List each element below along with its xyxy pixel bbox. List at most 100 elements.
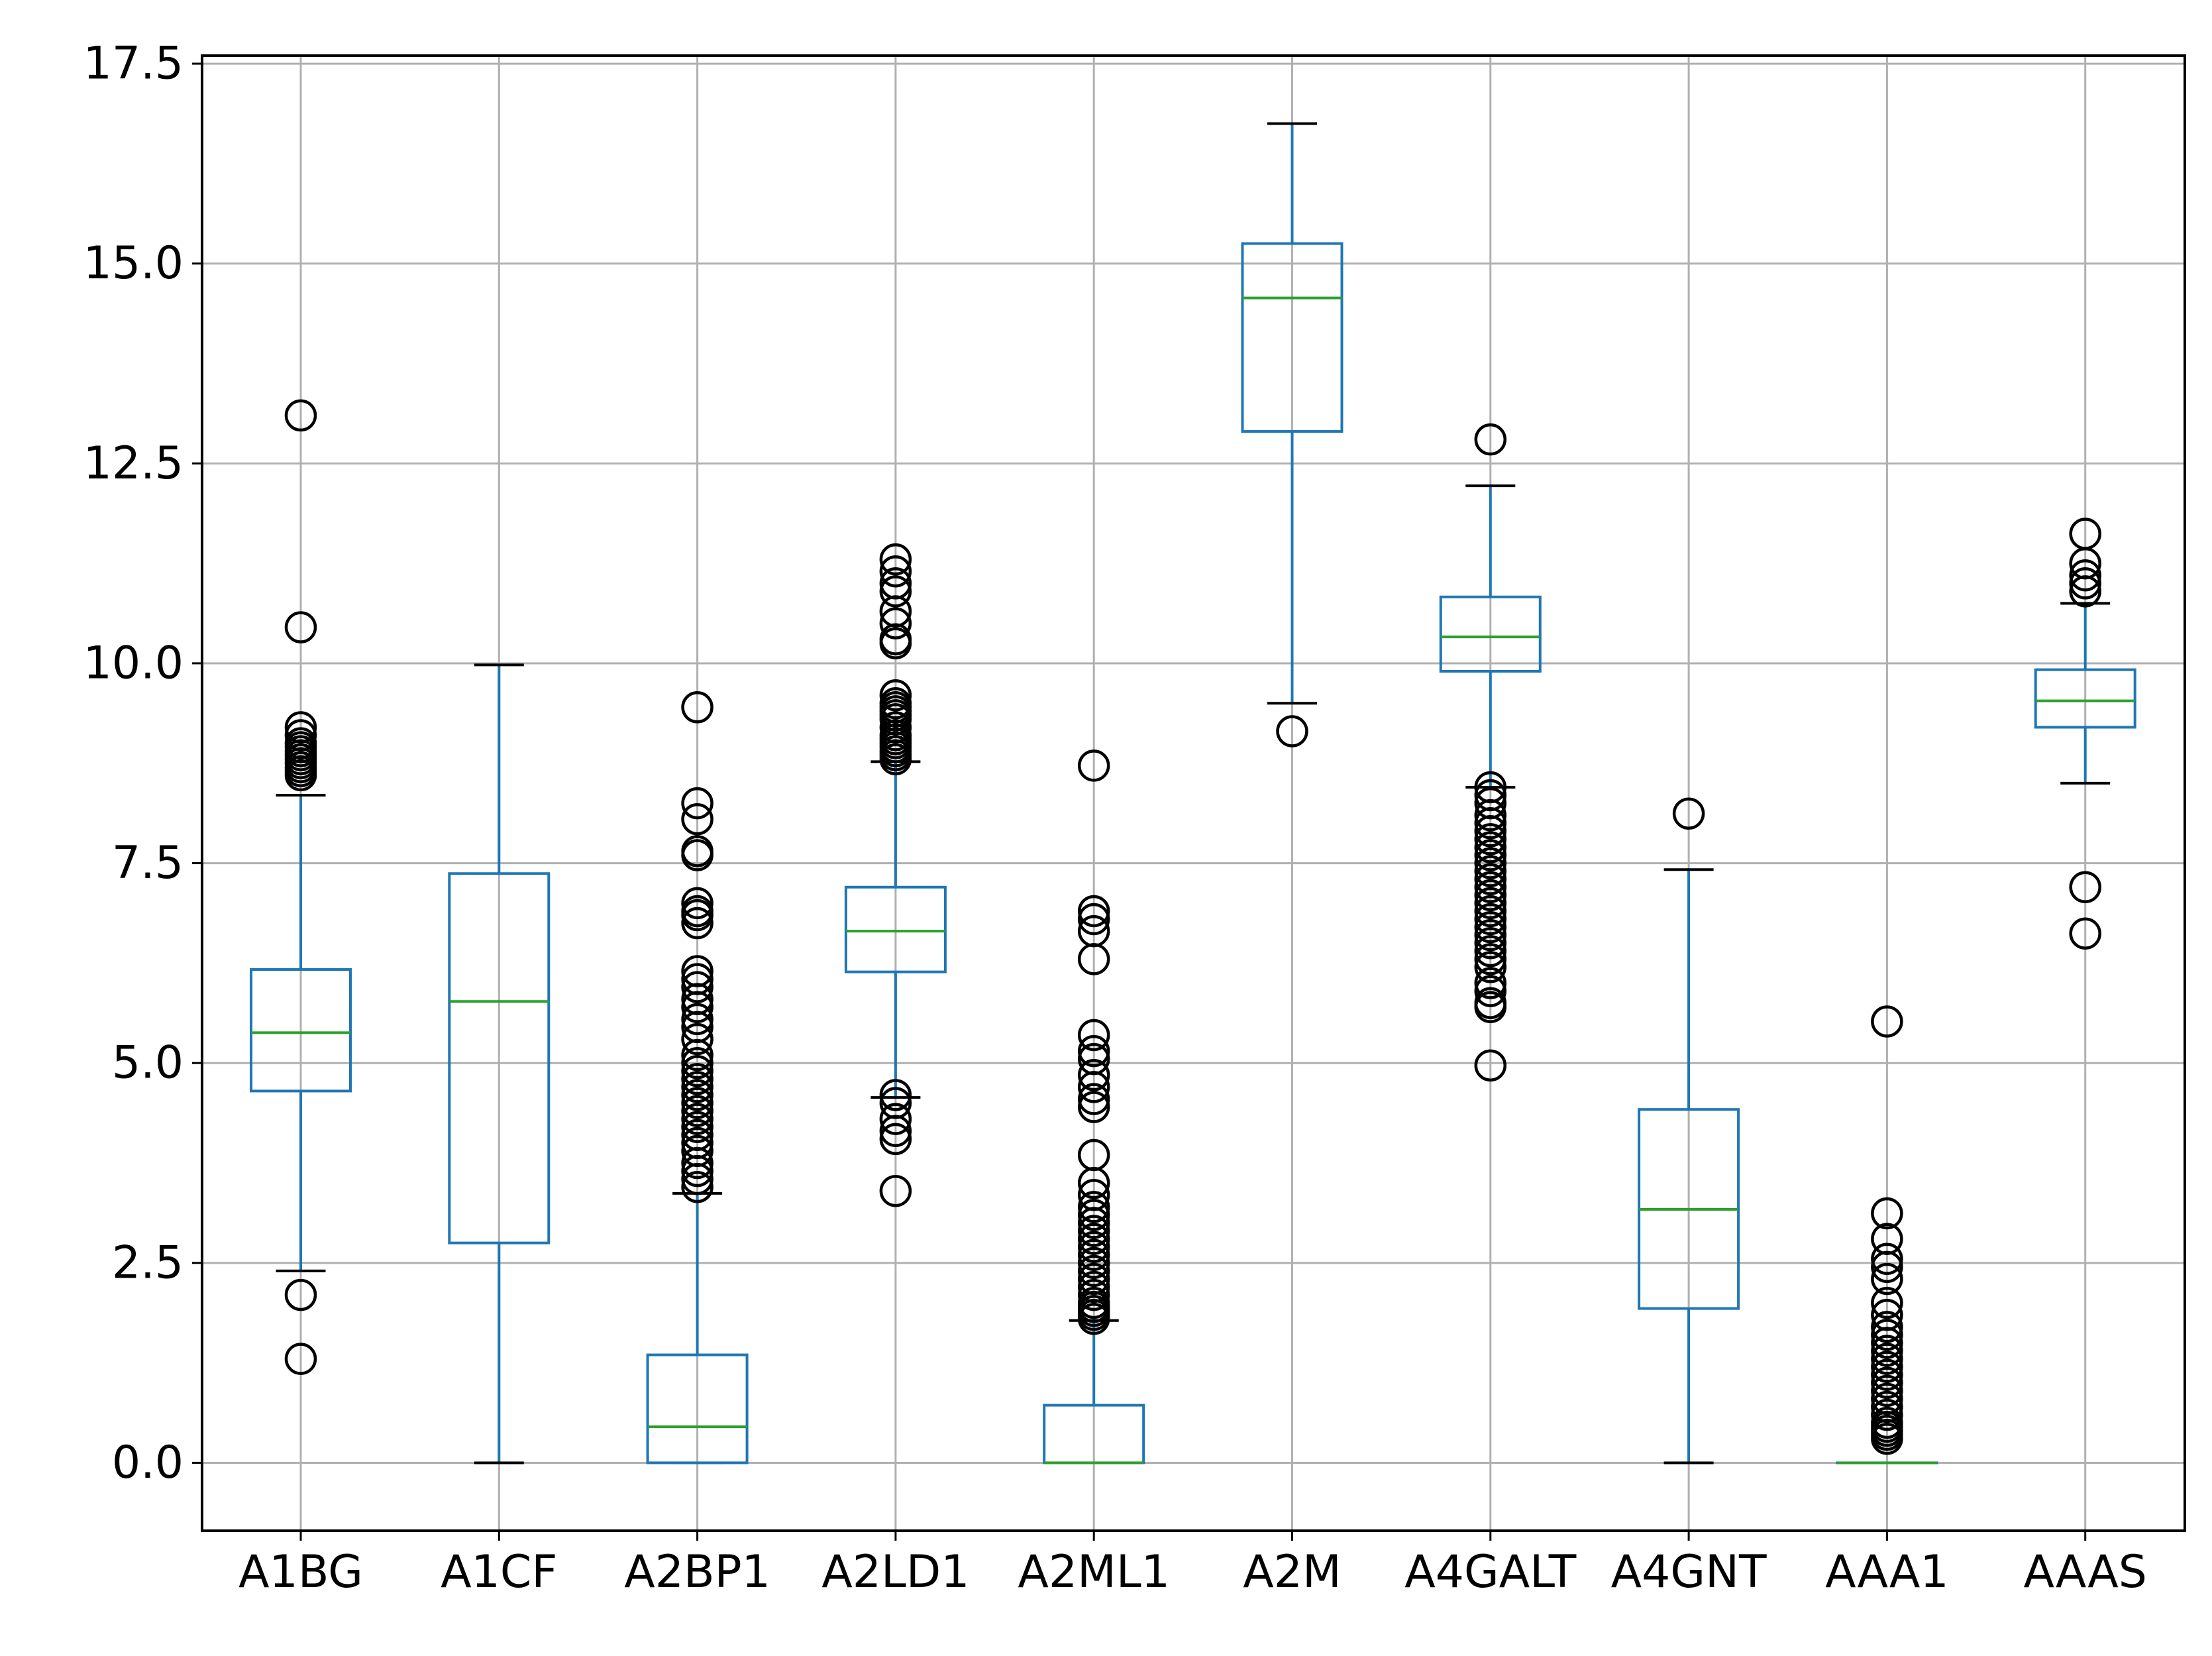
box-a1bg (250, 794, 352, 1272)
outlier-point (1871, 1374, 1903, 1408)
outlier-point (1276, 715, 1308, 747)
outlier-point (1871, 1197, 1903, 1230)
iqr-box (250, 968, 352, 1093)
outlier-point (681, 899, 713, 932)
outlier-point (1474, 967, 1507, 999)
box-series (250, 122, 2136, 1464)
axes: 0.0 2.5 5.0 7.5 10.0 12.5 15.0 17.5 A1BG A1CF A2BP… (83, 38, 2147, 1598)
x-tick-label: AAA1 (1825, 1546, 1949, 1598)
outlier-point (1474, 926, 1507, 960)
outlier-point (1077, 1083, 1110, 1115)
box-aaas (2034, 602, 2136, 785)
outlier-point (879, 627, 912, 660)
iqr-box (1439, 595, 1542, 673)
iqr-box (1241, 242, 1343, 433)
outlier-point (1077, 1019, 1110, 1052)
outlier-point (1077, 1091, 1110, 1123)
outlier-point (1077, 1059, 1110, 1091)
y-tick-label: 2.5 (112, 1237, 184, 1289)
outlier-point (1474, 806, 1507, 840)
outlier-point (1077, 1191, 1110, 1223)
outlier-point (284, 611, 317, 643)
x-tick-label: A1BG (238, 1546, 363, 1598)
outlier-point (1077, 749, 1110, 782)
outlier-point (1077, 943, 1110, 975)
outlier-point (681, 1170, 713, 1203)
outlier-point (1077, 903, 1110, 936)
y-tick-label: 12.5 (83, 437, 184, 490)
outlier-point (1871, 1250, 1903, 1284)
outlier-point (681, 991, 713, 1023)
outlier-point (1077, 1254, 1110, 1288)
outlier-point (1474, 831, 1507, 863)
outlier-point (1871, 1358, 1903, 1391)
outlier-point (1871, 1366, 1903, 1400)
outlier-point (681, 1095, 713, 1127)
outlier-point (1474, 951, 1507, 983)
box-a4gnt (1638, 868, 1740, 1464)
outlier-point (879, 1079, 912, 1111)
outlier-point (1871, 1311, 1903, 1343)
outlier-point (681, 1154, 713, 1187)
outlier-point (879, 1115, 912, 1147)
outlier-point (2069, 575, 2101, 608)
outlier-point (1077, 1071, 1110, 1103)
outlier-point (681, 1162, 713, 1195)
y-tick-label: 17.5 (83, 38, 184, 90)
outlier-point (681, 971, 713, 1003)
outlier-point (681, 1022, 713, 1056)
outlier-point (1474, 911, 1507, 944)
outlier-point (879, 555, 912, 588)
outlier-point (1871, 1262, 1903, 1296)
outlier-point (681, 1103, 713, 1135)
iqr-box (844, 885, 947, 973)
outlier-point (1077, 1303, 1110, 1335)
outlier-point (681, 1087, 713, 1119)
box-a4galt (1439, 484, 1542, 789)
x-tick-label: A2M (1243, 1546, 1341, 1598)
outlier-point (1672, 797, 1705, 830)
outlier-point (681, 802, 713, 836)
outlier-point (1474, 975, 1507, 1007)
x-tick-label: A4GNT (1611, 1546, 1767, 1598)
outlier-point (1474, 855, 1507, 887)
outlier-point (1474, 903, 1507, 936)
outlier-point (1474, 887, 1507, 920)
outlier-point (879, 1103, 912, 1135)
outlier-point (1077, 1223, 1110, 1255)
outlier-point (1871, 1423, 1903, 1455)
outlier-point (2069, 917, 2101, 950)
outlier-point (681, 887, 713, 920)
outlier-point (1474, 991, 1507, 1023)
outlier-point (681, 1003, 713, 1036)
outlier-point (1871, 1286, 1903, 1319)
outlier-point (879, 743, 912, 775)
outlier-point (681, 1111, 713, 1143)
outlier-point (284, 759, 317, 792)
outlier-point (1871, 1398, 1903, 1431)
y-tick-label: 0.0 (112, 1437, 184, 1489)
outlier-point (1474, 871, 1507, 904)
outlier-point (879, 607, 912, 639)
outlier-point (1077, 1246, 1110, 1280)
box-a1cf (448, 663, 551, 1464)
outlier-point (1474, 799, 1507, 832)
outlier-point (879, 1123, 912, 1156)
outlier-point (681, 1038, 713, 1072)
y-tick-label: 5.0 (112, 1037, 184, 1089)
outlier-point (1871, 1351, 1903, 1383)
x-tick-label: A1CF (441, 1546, 557, 1598)
outlier-point (681, 1146, 713, 1180)
outlier-point (1474, 879, 1507, 912)
outlier-point (1474, 847, 1507, 879)
outlier-point (1474, 823, 1507, 856)
outlier-point (1077, 1207, 1110, 1239)
outlier-point (1871, 1327, 1903, 1359)
outlier-point (284, 399, 317, 432)
outlier-point (1871, 1242, 1903, 1276)
outlier-point (1474, 943, 1507, 975)
outlier-point (1077, 1239, 1110, 1272)
outlier-points (284, 399, 2101, 1455)
iqr-box (646, 1353, 749, 1464)
x-tick-label: A2BP1 (624, 1546, 770, 1598)
